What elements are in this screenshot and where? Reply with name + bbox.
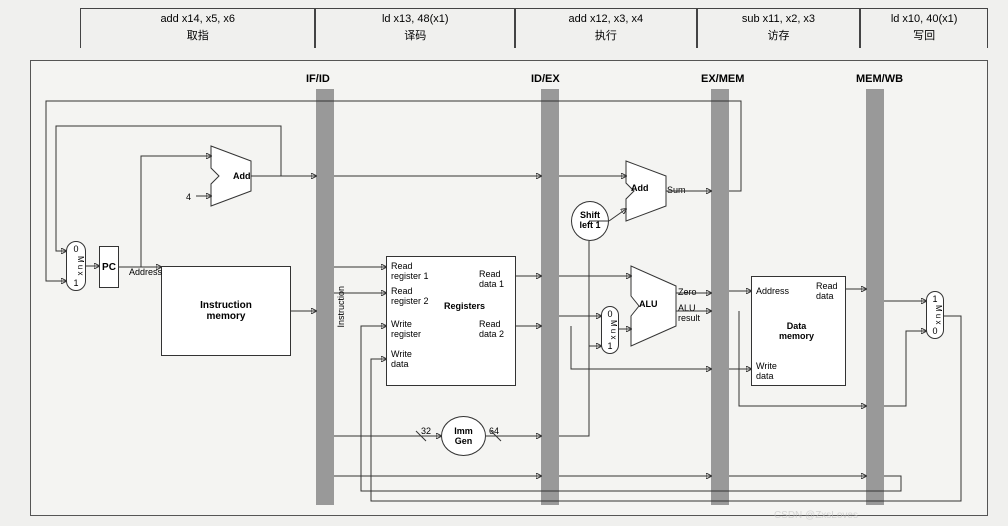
mux-label: M u x — [67, 256, 85, 276]
if-adder-label: Add — [233, 171, 251, 181]
dmem-readdata-port: Read data — [816, 281, 838, 301]
stage-instr-4: ld x10, 40(x1) — [861, 8, 987, 28]
zero-port: Zero — [678, 287, 697, 297]
alu-src-mux: 0 M u x 1 — [601, 306, 619, 354]
readreg1-port: Read register 1 — [391, 261, 429, 281]
muxb-label: M u x — [602, 320, 618, 340]
stage-instr-2: add x12, x3, x4 — [516, 8, 696, 28]
memwb-reg — [866, 89, 884, 505]
pc-mux: 0 M u x 1 — [66, 241, 86, 291]
stage-phase-3: 访存 — [698, 28, 860, 44]
muxc-label: M u x — [927, 305, 943, 325]
watermark: CSDN @ZxsLoves — [774, 510, 858, 521]
instruction-memory: Instruction memory — [161, 266, 291, 356]
pipeline-stage-header: add x14, x5, x6 取指 ld x13, 48(x1) 译码 add… — [80, 8, 988, 48]
stage-instr-0: add x14, x5, x6 — [81, 8, 314, 28]
const32-label: 32 — [421, 426, 431, 436]
pc-block: PC — [99, 246, 119, 288]
shift-left: Shift left 1 — [571, 201, 609, 241]
stage-phase-0: 取指 — [81, 28, 314, 44]
instruction-port: Instruction — [336, 286, 346, 328]
exmem-reg — [711, 89, 729, 505]
ifid-label: IF/ID — [306, 73, 366, 85]
writereg-port: Write register — [391, 319, 421, 339]
memwb-label: MEM/WB — [856, 73, 916, 85]
wb-mux: 1 M u x 0 — [926, 291, 944, 339]
datapath-diagram: IF/ID ID/EX EX/MEM MEM/WB 0 M u x 1 PC I… — [30, 60, 988, 516]
exmem-label: EX/MEM — [701, 73, 761, 85]
imm-gen: Imm Gen — [441, 416, 486, 456]
imem-address-port: Address — [129, 267, 162, 277]
dmem-addr-port: Address — [756, 286, 789, 296]
dmem-wd-port: Write data — [756, 361, 777, 381]
stage-instr-3: sub x11, x2, x3 — [698, 8, 860, 28]
idex-label: ID/EX — [531, 73, 591, 85]
mux0-label: 0 — [67, 244, 85, 254]
readdata2-port: Read data 2 — [479, 319, 504, 339]
ifid-reg — [316, 89, 334, 505]
mux1-label: 1 — [67, 278, 85, 288]
const64-label: 64 — [489, 426, 499, 436]
registers-label: Registers — [444, 301, 485, 311]
sum-port: Sum — [667, 185, 686, 195]
stage-phase-2: 执行 — [516, 28, 696, 44]
readdata1-port: Read data 1 — [479, 269, 504, 289]
readreg2-port: Read register 2 — [391, 286, 429, 306]
stage-phase-4: 写回 — [861, 28, 987, 44]
mux0b-label: 0 — [602, 309, 618, 319]
const4-label: 4 — [186, 192, 191, 202]
idex-reg — [541, 89, 559, 505]
mux1c-label: 1 — [927, 294, 943, 304]
dmem-label: Data memory — [779, 321, 814, 341]
stage-instr-1: ld x13, 48(x1) — [316, 8, 514, 28]
mux0c-label: 0 — [927, 326, 943, 336]
ex-adder-label: Add — [631, 183, 649, 193]
stage-phase-1: 译码 — [316, 28, 514, 44]
mux1b-label: 1 — [602, 341, 618, 351]
alu-label: ALU — [639, 299, 658, 309]
aluresult-port: ALU result — [678, 303, 700, 323]
writedata-port: Write data — [391, 349, 412, 369]
